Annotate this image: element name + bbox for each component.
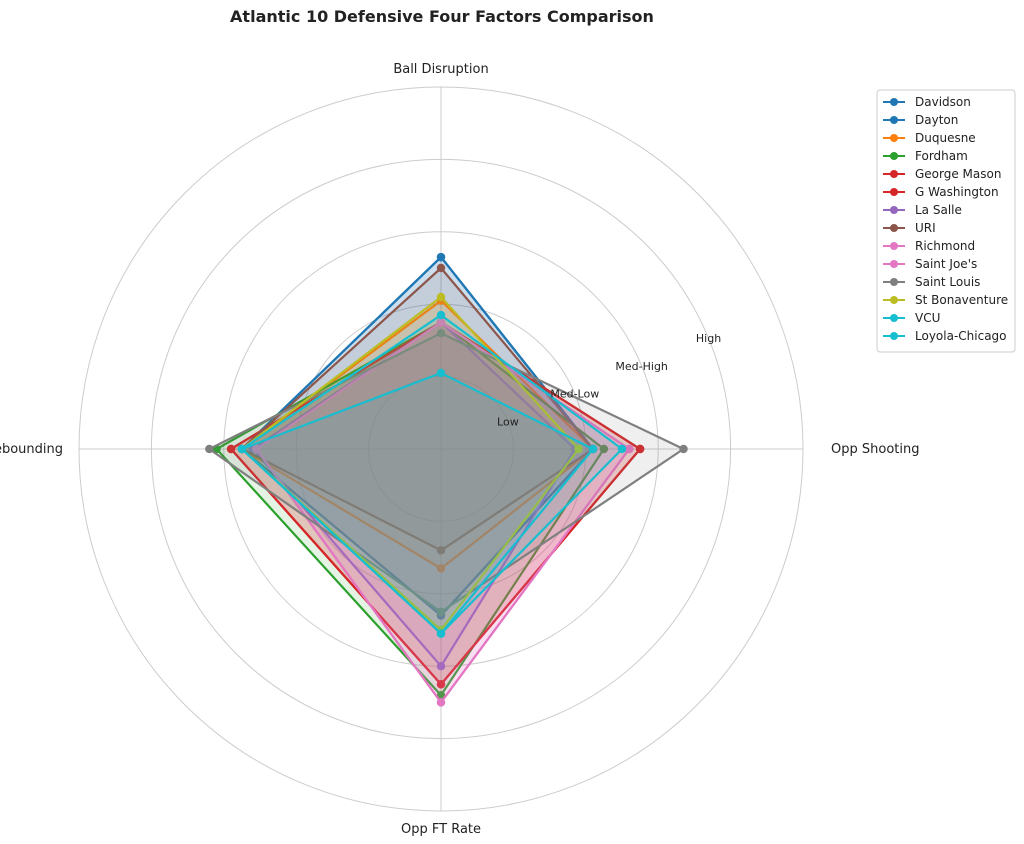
- legend-label: Saint Louis: [915, 275, 980, 289]
- legend-label: George Mason: [915, 167, 1001, 181]
- legend-label: Duquesne: [915, 131, 976, 145]
- legend-item[interactable]: Duquesne: [883, 131, 976, 145]
- data-point: [599, 444, 609, 454]
- series-layer: [205, 252, 688, 707]
- data-point: [574, 444, 583, 454]
- series-loyola-chicago: [237, 368, 598, 638]
- data-point: [436, 698, 446, 707]
- axis-label: Opp FT Rate: [401, 822, 481, 837]
- legend-marker: [890, 314, 898, 322]
- series-fill: [241, 257, 593, 616]
- legend-marker: [890, 188, 898, 196]
- legend-label: Fordham: [915, 149, 968, 163]
- data-point: [635, 444, 645, 454]
- legend-item[interactable]: Fordham: [883, 149, 968, 163]
- data-point: [252, 444, 261, 454]
- axis-label: Opp Shooting: [831, 442, 919, 457]
- data-point: [436, 292, 446, 302]
- legend-marker: [890, 332, 898, 340]
- ring-label: High: [696, 332, 721, 345]
- data-point: [436, 368, 446, 378]
- data-point: [588, 444, 598, 454]
- data-point: [436, 564, 446, 573]
- legend-item[interactable]: G Washington: [883, 185, 999, 199]
- legend-box: [876, 89, 1016, 353]
- legend-marker: [890, 242, 898, 250]
- series-fill: [241, 297, 579, 630]
- data-point: [436, 263, 446, 273]
- data-point: [625, 444, 634, 454]
- legend-marker: [890, 278, 898, 286]
- data-point: [436, 629, 446, 638]
- series-fill: [252, 322, 575, 667]
- data-point: [436, 310, 446, 320]
- data-point: [226, 444, 236, 454]
- legend-marker: [890, 152, 898, 160]
- legend-item[interactable]: VCU: [883, 311, 940, 325]
- legend[interactable]: Davidson Dayton Duquesne Fordham George Maso…: [876, 89, 1016, 353]
- legend-item[interactable]: Dayton: [883, 113, 958, 127]
- data-point: [436, 690, 446, 700]
- legend-marker: [890, 98, 898, 106]
- legend-label: Davidson: [915, 95, 971, 109]
- legend-item[interactable]: St Bonaventure: [883, 293, 1008, 307]
- chart-title: Atlantic 10 Defensive Four Factors Compa…: [230, 7, 654, 26]
- legend-label: G Washington: [915, 185, 999, 199]
- data-point: [436, 328, 446, 338]
- data-point: [436, 680, 446, 689]
- ring-label: Low: [497, 415, 519, 428]
- data-point: [205, 444, 214, 454]
- legend-label: Richmond: [915, 239, 975, 253]
- data-point: [436, 252, 446, 262]
- data-point: [436, 318, 446, 327]
- legend-label: La Salle: [915, 203, 962, 217]
- series-fill: [241, 315, 622, 634]
- legend-item[interactable]: Loyola-Chicago: [883, 329, 1007, 343]
- legend-marker: [890, 116, 898, 124]
- axis-label: Ball Disruption: [393, 62, 488, 77]
- legend-item[interactable]: Richmond: [883, 239, 975, 253]
- legend-item[interactable]: George Mason: [883, 167, 1001, 181]
- ring-label: Med-Low: [550, 388, 599, 401]
- legend-label: Saint Joe's: [915, 257, 977, 271]
- data-point: [679, 444, 688, 454]
- legend-marker: [890, 134, 898, 142]
- series-saint-louis: [205, 328, 688, 617]
- data-point: [436, 546, 446, 555]
- data-point: [436, 607, 446, 617]
- legend-item[interactable]: Davidson: [883, 95, 971, 109]
- series-fill: [209, 333, 684, 612]
- data-point: [436, 662, 446, 671]
- legend-label: St Bonaventure: [915, 293, 1008, 307]
- legend-marker: [890, 296, 898, 304]
- axis-label: Def Rebounding: [0, 442, 63, 457]
- legend-marker: [890, 224, 898, 232]
- legend-marker: [890, 170, 898, 178]
- legend-marker: [890, 260, 898, 268]
- legend-item[interactable]: Saint Louis: [883, 275, 980, 289]
- legend-item[interactable]: La Salle: [883, 203, 962, 217]
- series-fill: [256, 322, 630, 703]
- legend-label: Loyola-Chicago: [915, 329, 1007, 343]
- legend-item[interactable]: Saint Joe's: [883, 257, 977, 271]
- series-fill: [256, 322, 630, 703]
- series-fill: [241, 268, 593, 551]
- legend-item[interactable]: URI: [883, 221, 936, 235]
- legend-marker: [890, 206, 898, 214]
- legend-label: URI: [915, 221, 936, 235]
- series-fill: [216, 322, 604, 696]
- legend-label: Dayton: [915, 113, 958, 127]
- axis-labels: Low Med-Low Med-High High Ball Disruption Opp…: [0, 62, 919, 837]
- legend-label: VCU: [915, 311, 940, 325]
- data-point: [237, 444, 247, 454]
- ring-label: Med-High: [615, 360, 668, 373]
- series-fill: [241, 257, 593, 616]
- series-fill: [241, 373, 593, 634]
- data-point: [617, 444, 627, 454]
